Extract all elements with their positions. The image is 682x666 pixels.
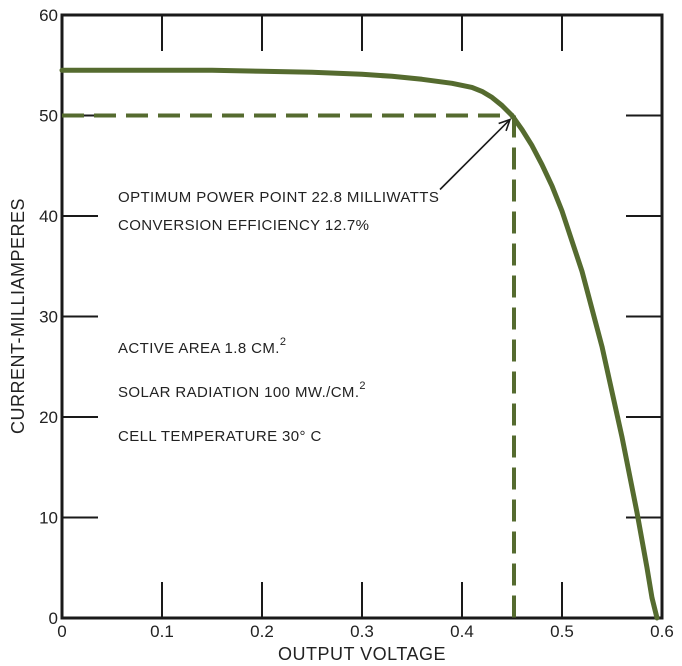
y-tick-label: 10	[39, 509, 58, 528]
y-axis-title: CURRENT-MILLIAMPERES	[8, 198, 28, 434]
y-tick-label: 60	[39, 6, 58, 25]
annotation-active-area-text: ACTIVE AREA 1.8 CM.	[118, 340, 280, 357]
arrow-shaft	[439, 118, 511, 191]
optimum-point-arrow	[439, 118, 512, 191]
annotation-optimum-power: OPTIMUM POWER POINT 22.8 MILLIWATTS	[118, 189, 439, 206]
y-tick-labels: 0 10 20 30 40 50 60	[39, 6, 58, 628]
y-tick-label: 50	[39, 107, 58, 126]
x-tick-label: 0.5	[550, 622, 574, 641]
y-tick-label: 30	[39, 308, 58, 327]
x-tick-label: 0.2	[250, 622, 274, 641]
arrow-head	[498, 118, 512, 132]
annotation-active-area-sup: 2	[280, 336, 287, 348]
y-tick-label: 40	[39, 207, 58, 226]
plot-frame	[60, 13, 664, 620]
y-tick-label: 20	[39, 408, 58, 427]
x-tick-label: 0.4	[450, 622, 474, 641]
x-tick-label: 0.1	[150, 622, 174, 641]
annotation-cell-temperature: CELL TEMPERATURE 30° C	[118, 428, 322, 445]
annotation-solar-radiation: SOLAR RADIATION 100 MW./CM.2	[118, 380, 366, 401]
axis-ticks	[62, 15, 662, 618]
annotation-active-area: ACTIVE AREA 1.8 CM.2	[118, 336, 286, 357]
y-tick-label: 0	[49, 609, 58, 628]
series-line	[59, 67, 660, 621]
x-tick-label: 0	[57, 622, 66, 641]
annotation-solar-radiation-sup: 2	[359, 380, 366, 392]
annotation-conversion-efficiency: CONVERSION EFFICIENCY 12.7%	[118, 217, 369, 234]
x-tick-labels: 0 0.1 0.2 0.3 0.4 0.5 0.6	[57, 622, 674, 641]
x-tick-label: 0.6	[650, 622, 674, 641]
annotation-solar-radiation-text: SOLAR RADIATION 100 MW./CM.	[118, 384, 359, 401]
x-axis-title: OUTPUT VOLTAGE	[278, 644, 446, 664]
optimum-point-guides	[62, 113, 516, 618]
x-tick-label: 0.3	[350, 622, 374, 641]
